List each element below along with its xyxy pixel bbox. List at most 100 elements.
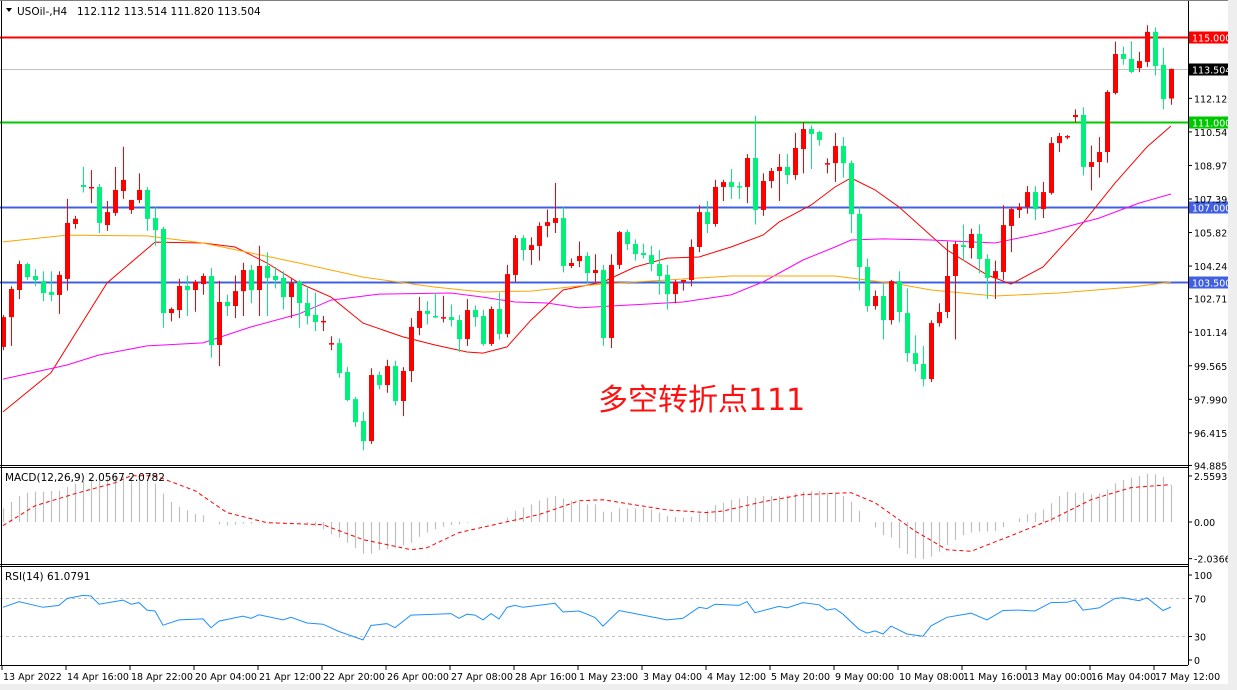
candle-body: [809, 129, 814, 134]
rsi-panel[interactable]: [0, 594, 1188, 641]
candle-body: [1057, 136, 1062, 144]
candle-body: [161, 228, 166, 314]
time-tick-label: 21 Apr 12:00: [259, 672, 321, 683]
candle-body: [489, 309, 494, 344]
candle-body: [537, 225, 542, 246]
bull-candle: [529, 237, 534, 265]
bear-candle: [1081, 107, 1086, 176]
macd-panel[interactable]: [2, 473, 1173, 560]
bull-candle: [1073, 109, 1078, 123]
candle-body: [425, 310, 430, 314]
candle-body: [65, 222, 70, 279]
candle-body: [609, 264, 614, 338]
candle-body: [1097, 152, 1102, 163]
bull-candle: [689, 239, 694, 287]
time-tick-label: 26 Apr 00:00: [387, 672, 449, 683]
right-scrollbar-gutter: [1228, 0, 1237, 690]
time-tick-label: 9 May 00:00: [835, 672, 894, 683]
time-tick-label: 18 Apr 22:00: [131, 672, 193, 683]
time-tick-label: 17 May 12:00: [1155, 672, 1220, 683]
bear-candle: [49, 271, 54, 302]
candle-body: [881, 296, 886, 321]
bull-candle: [777, 154, 782, 202]
candle-body: [1113, 54, 1118, 94]
bear-candle: [521, 235, 526, 261]
bull-candle: [889, 279, 894, 325]
bull-candle: [505, 264, 510, 338]
rsi-tick-label: 0: [1194, 656, 1200, 667]
candle-body: [745, 157, 750, 187]
candle-body: [665, 274, 670, 295]
candle-body: [201, 275, 206, 285]
candle-body: [417, 310, 422, 328]
ohlc-readout: 112.112 113.514 111.820 113.504: [77, 6, 261, 18]
bull-candle: [1041, 181, 1046, 219]
bull-candle: [89, 170, 94, 204]
bear-candle: [857, 207, 862, 291]
bull-candle: [681, 279, 686, 291]
bear-candle: [457, 314, 462, 353]
bear-candle: [1153, 27, 1158, 76]
bull-candle: [1057, 132, 1062, 153]
bear-candle: [585, 252, 590, 284]
candle-body: [977, 234, 982, 259]
time-tick-label: 5 May 20:00: [771, 672, 830, 683]
candle-body: [137, 189, 142, 200]
bear-candle: [473, 305, 478, 327]
bull-candle: [17, 260, 22, 299]
triangle-down-icon[interactable]: [6, 8, 12, 12]
candle-body: [377, 375, 382, 386]
candle-body: [473, 310, 478, 318]
candle-body: [937, 311, 942, 324]
bull-candle: [113, 166, 118, 216]
candle-body: [481, 316, 486, 344]
candle-body: [265, 265, 270, 278]
bull-candle: [713, 179, 718, 227]
bear-candle: [25, 262, 30, 280]
bull-candle: [73, 215, 78, 229]
moving-average-line-2: [2, 234, 1172, 297]
candle-body: [1009, 209, 1014, 226]
bear-candle: [865, 258, 870, 312]
candle-body: [329, 343, 334, 345]
bear-candle: [305, 286, 310, 325]
candle-body: [945, 275, 950, 312]
candle-body: [593, 270, 598, 274]
rsi-title: RSI(14) 61.0791: [5, 571, 90, 583]
bull-candle: [257, 245, 262, 317]
candle-body: [17, 264, 22, 291]
candle-body: [281, 277, 286, 298]
bull-candle: [617, 230, 622, 270]
candle-body: [545, 222, 550, 226]
annotation-text[interactable]: 多空转折点111: [598, 383, 805, 418]
time-tick-label: 20 Apr 04:00: [195, 672, 257, 683]
candle-body: [513, 238, 518, 275]
bull-candle: [1, 314, 6, 351]
time-tick-label: 13 May 00:00: [1027, 672, 1092, 683]
bottom-gutter: [0, 684, 1237, 690]
candle-body: [129, 199, 134, 210]
candle-body: [913, 353, 918, 364]
candle-body: [873, 296, 878, 307]
level-price-label: 113.504: [1192, 66, 1231, 77]
candle-body: [369, 375, 374, 442]
price-tick-label: 108.970: [1194, 161, 1233, 172]
candle-body: [505, 274, 510, 334]
bull-candle: [761, 173, 766, 216]
candle-body: [433, 316, 438, 318]
bull-candle: [417, 296, 422, 336]
candle-body: [761, 180, 766, 210]
bull-candle: [217, 280, 222, 367]
bull-candle: [321, 316, 326, 331]
candle-body: [857, 214, 862, 268]
candle-body: [601, 270, 606, 338]
price-tick-label: 110.545: [1194, 128, 1233, 139]
bull-candle: [1001, 205, 1006, 280]
candle-body: [465, 310, 470, 340]
candle-body: [169, 309, 174, 314]
candle-body: [1, 317, 6, 347]
bear-candle: [337, 338, 342, 378]
